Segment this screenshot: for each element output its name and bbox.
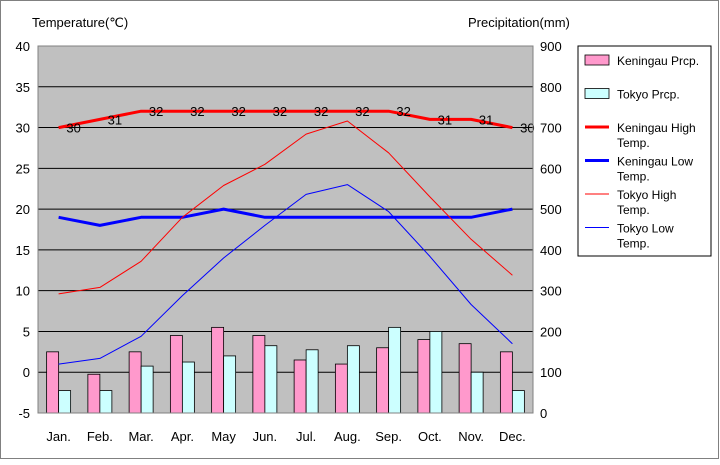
category-label: Jan.	[46, 429, 71, 444]
temperature-line	[58, 120, 513, 295]
right-tick-label: 500	[540, 202, 562, 217]
category-label: Sep.	[375, 429, 402, 444]
data-label: 32	[314, 104, 328, 119]
left-tick-label: -5	[18, 406, 30, 421]
left-tick-label: 30	[16, 121, 30, 136]
right-tick-label: 200	[540, 324, 562, 339]
category-label: Nov.	[458, 429, 484, 444]
precip-bar	[388, 326, 402, 414]
category-label: Oct.	[418, 429, 442, 444]
legend-label: Temp.	[617, 237, 650, 251]
right-tick-label: 100	[540, 365, 562, 380]
data-label: 32	[355, 104, 369, 119]
precip-bar	[305, 349, 319, 414]
precip-bar	[99, 390, 113, 414]
precip-bar	[252, 335, 266, 414]
precip-bar	[181, 361, 195, 414]
legend-label: Temp.	[617, 203, 650, 217]
temperature-line	[58, 109, 513, 130]
category-label: Mar.	[128, 429, 153, 444]
legend-label: Tokyo Prcp.	[617, 88, 680, 102]
precip-bar	[211, 326, 225, 414]
legend-label: Temp.	[617, 136, 650, 150]
precip-bar	[87, 373, 101, 414]
right-tick-label: 700	[540, 121, 562, 136]
precip-bar	[417, 339, 431, 414]
data-label: 31	[479, 112, 493, 127]
temperature-line	[58, 207, 513, 227]
legend-swatch	[584, 88, 610, 99]
plot-frame	[37, 45, 534, 414]
data-label: 30	[66, 121, 80, 136]
legend-label: Keningau High	[617, 121, 696, 135]
precip-bar	[499, 351, 513, 414]
legend-swatch	[584, 54, 610, 66]
legend-label: Tokyo Low	[617, 222, 674, 236]
precip-bar	[46, 351, 60, 414]
left-tick-label: 0	[23, 365, 30, 380]
legend-label: Temp.	[617, 170, 650, 184]
left-tick-label: 20	[16, 202, 30, 217]
right-tick-label: 900	[540, 39, 562, 54]
precip-bar	[511, 390, 525, 414]
data-label: 31	[438, 112, 452, 127]
data-label: 32	[396, 104, 410, 119]
precip-bar	[458, 343, 472, 414]
left-tick-label: 5	[23, 324, 30, 339]
precip-bar	[223, 355, 237, 414]
right-tick-label: 0	[540, 406, 547, 421]
data-label: 32	[231, 104, 245, 119]
precip-bar	[169, 335, 183, 414]
data-label: 31	[108, 112, 122, 127]
precip-bar	[346, 345, 360, 414]
right-tick-label: 300	[540, 284, 562, 299]
plot-background	[38, 46, 533, 413]
category-label: Jun.	[253, 429, 278, 444]
legend-label: Keningau Prcp.	[617, 54, 699, 68]
right-tick-label: 800	[540, 80, 562, 95]
data-label: 30	[520, 121, 534, 136]
right-tick-label: 600	[540, 161, 562, 176]
left-tick-label: 10	[16, 284, 30, 299]
legend: Keningau Prcp.Tokyo Prcp.Keningau HighTe…	[577, 45, 712, 257]
legend-label: Tokyo High	[617, 188, 676, 202]
precip-bar	[334, 363, 348, 414]
legend-box	[577, 45, 712, 257]
left-tick-label: 15	[16, 243, 30, 258]
category-label: Feb.	[87, 429, 113, 444]
temperature-line	[58, 184, 513, 365]
precip-bar	[470, 371, 484, 414]
precip-bar	[264, 345, 278, 414]
data-label: 32	[190, 104, 204, 119]
category-label: Apr.	[171, 429, 194, 444]
category-label: Aug.	[334, 429, 361, 444]
precip-bar	[429, 331, 443, 414]
right-tick-label: 400	[540, 243, 562, 258]
precip-bar	[128, 351, 142, 414]
precip-bar	[293, 359, 307, 414]
precip-bar	[140, 365, 154, 414]
left-tick-label: 25	[16, 161, 30, 176]
data-label: 32	[149, 104, 163, 119]
data-label: 32	[273, 104, 287, 119]
category-label: Jul.	[296, 429, 316, 444]
left-tick-label: 40	[16, 39, 30, 54]
precip-bar	[376, 347, 390, 414]
left-tick-label: 35	[16, 80, 30, 95]
category-label: May	[211, 429, 236, 444]
plot-area: -505101520253035400100200300400500600700…	[16, 39, 562, 444]
category-label: Dec.	[499, 429, 526, 444]
legend-label: Keningau Low	[617, 155, 693, 169]
right-axis-title: Precipitation(mm)	[468, 15, 570, 30]
precip-bar	[58, 390, 72, 414]
left-axis-title: Temperature(℃)	[32, 15, 128, 30]
